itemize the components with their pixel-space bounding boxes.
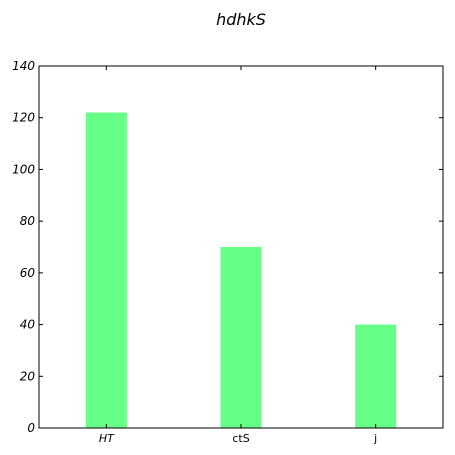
y-tick-label-7: 140 xyxy=(12,59,35,73)
y-tick-label-0: 0 xyxy=(27,421,35,435)
bar-0 xyxy=(85,112,127,429)
y-tick-label-4: 80 xyxy=(20,214,36,228)
y-tick-label-1: 20 xyxy=(20,369,36,383)
x-axis-ticks: HT ctS j xyxy=(99,66,377,445)
y-tick-label-5: 100 xyxy=(12,162,35,176)
y-tick-label-2: 40 xyxy=(20,318,36,332)
bar-2 xyxy=(355,324,397,428)
x-tick-label-1: ctS xyxy=(232,432,249,445)
y-axis-ticks: 0 20 40 60 80 100 120 140 xyxy=(12,59,443,435)
x-tick-label-0: HT xyxy=(99,432,115,445)
y-tick-label-3: 60 xyxy=(20,266,36,280)
y-tick-label-6: 120 xyxy=(12,111,35,125)
plot-frame xyxy=(38,65,444,429)
x-tick-label-2: j xyxy=(373,432,377,445)
chart-title: hdhkS xyxy=(216,10,266,29)
bar-1 xyxy=(220,247,262,428)
bars-group xyxy=(85,112,397,429)
